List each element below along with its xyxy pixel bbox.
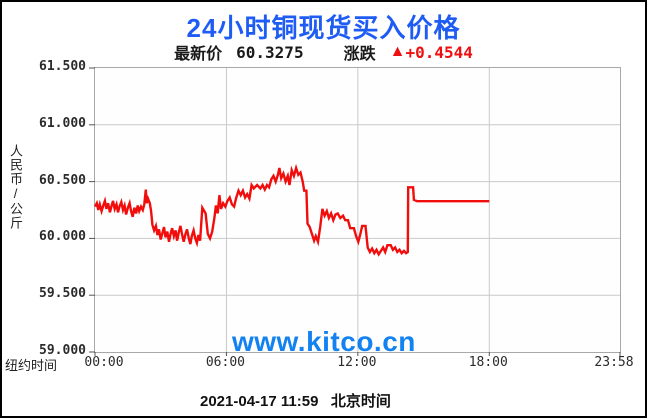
latest-price-value: 60.3275: [236, 42, 304, 62]
price-summary-bar: 最新价 60.3275 涨跌 ▲ +0.4544: [2, 40, 645, 64]
change-label: 涨跌: [343, 46, 376, 63]
change-value: +0.4544: [405, 42, 473, 62]
x-tick-label: 18:00: [468, 355, 508, 370]
plot-area: [89, 67, 621, 356]
y-axis-title: 人民币/公斤: [8, 144, 23, 230]
y-tick-label: 61.000: [39, 115, 86, 131]
up-triangle-icon: ▲: [389, 43, 406, 60]
chart-title: 24小时铜现货买入价格: [186, 13, 461, 43]
y-tick-label: 59.500: [39, 286, 86, 302]
kitco-watermark: www.kitco.cn: [232, 326, 416, 357]
x-tick-label: 06:00: [205, 355, 245, 370]
x-axis-title: 纽约时间: [5, 358, 58, 373]
latest-price-label: 最新价: [174, 46, 223, 63]
y-tick-label: 61.500: [39, 59, 86, 74]
x-tick-label: 00:00: [84, 355, 124, 370]
price-series-line: [93, 163, 490, 257]
x-tick-label: 23:58: [594, 355, 634, 370]
price-line-chart: [89, 67, 621, 356]
y-tick-label: 59.000: [39, 343, 86, 358]
y-tick-label: 60.500: [39, 172, 86, 188]
timestamp-caption: 2021-04-17 11:59 北京时间: [200, 393, 391, 410]
x-tick-label: 12:00: [337, 355, 377, 370]
y-tick-label: 60.000: [39, 229, 86, 245]
